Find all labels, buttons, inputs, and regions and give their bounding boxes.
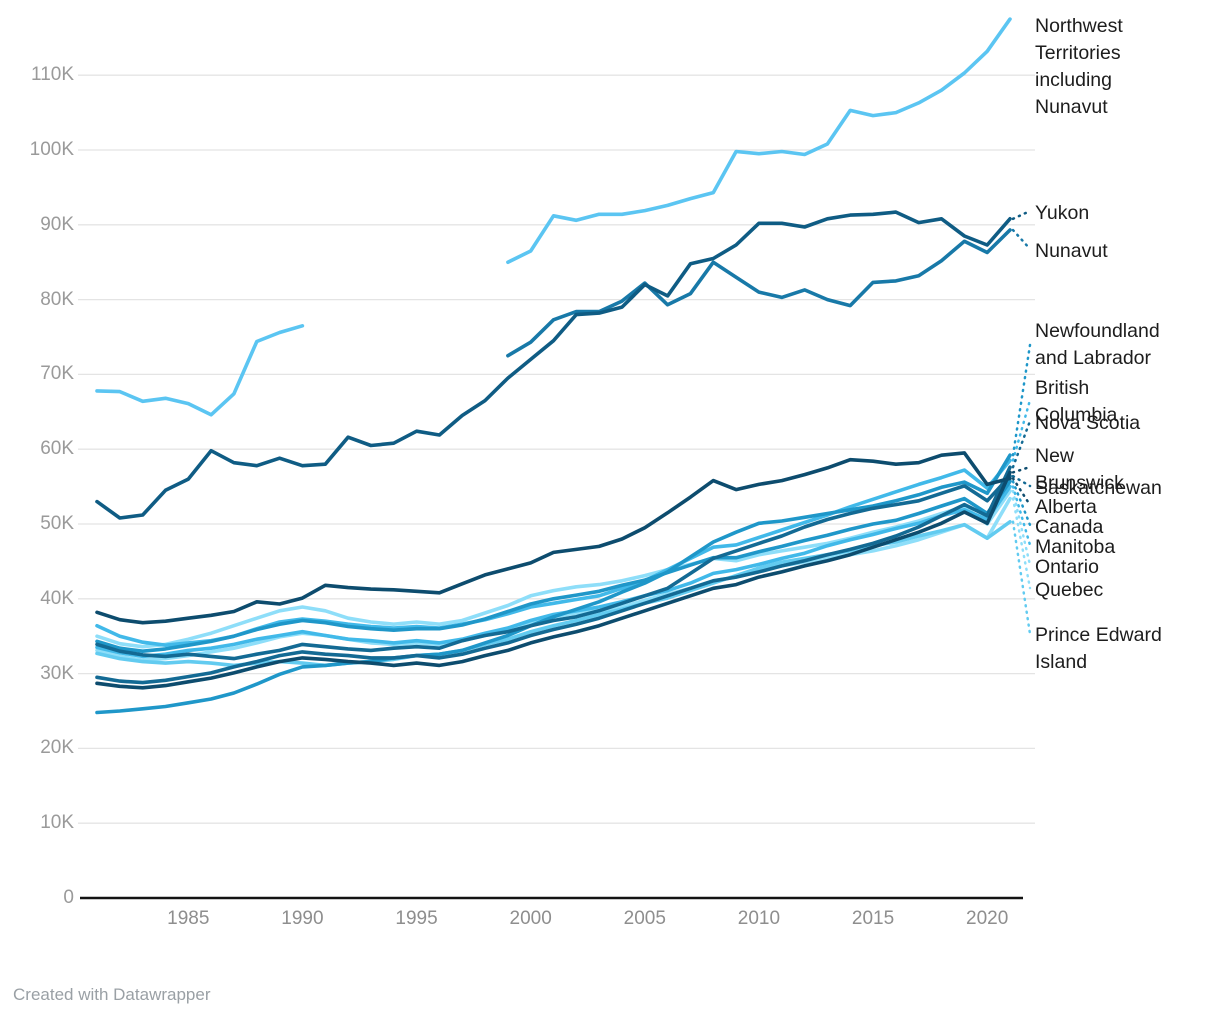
- line-new-brunswick: [95, 470, 1012, 690]
- line-saskatchewan: [95, 474, 1012, 661]
- line-northwest-territories-including-nunavut: [95, 17, 1012, 417]
- series-label-british-columbia: British Columbia: [1035, 377, 1118, 426]
- y-tick-70K: 70K: [40, 363, 74, 385]
- line-newfoundland-and-labrador: [95, 453, 1012, 715]
- series-label-new-brunswick: New Brunswick: [1035, 445, 1124, 494]
- series-label-manitoba: Manitoba: [1035, 536, 1116, 558]
- x-tick-2020: 2020: [966, 908, 1009, 929]
- x-tick-1985: 1985: [167, 908, 210, 929]
- leader-newfoundland-and-labrador: [1011, 343, 1032, 457]
- y-tick-80K: 80K: [40, 288, 74, 310]
- series-label-yukon: Yukon: [1035, 202, 1090, 224]
- line-nova-scotia: [95, 465, 1012, 685]
- y-tick-110K: 110K: [31, 64, 74, 86]
- y-tick-40K: 40K: [40, 587, 74, 609]
- leader-alberta: [1011, 477, 1032, 507]
- y-tick-10K: 10K: [40, 812, 74, 834]
- y-tick-0: 0: [63, 887, 74, 908]
- leader-british-columbia: [1011, 398, 1032, 462]
- series-label-quebec: Quebec: [1035, 579, 1104, 601]
- series-label-nova-scotia: Nova Scotia: [1035, 412, 1141, 434]
- x-tick-2015: 2015: [851, 908, 895, 929]
- y-tick-20K: 20K: [40, 737, 74, 759]
- y-tick-30K: 30K: [40, 662, 74, 684]
- leader-yukon: [1011, 209, 1032, 221]
- datawrapper-credit: Created with Datawrapper: [13, 985, 211, 1004]
- series-label-alberta: Alberta: [1035, 496, 1097, 518]
- series-label-canada: Canada: [1035, 516, 1104, 538]
- leader-prince-edward-island: [1011, 520, 1032, 636]
- line-ontario: [95, 489, 1012, 649]
- series-label-saskatchewan: Saskatchewan: [1035, 477, 1162, 499]
- y-tick-50K: 50K: [40, 513, 74, 534]
- leader-nunavut: [1011, 228, 1032, 251]
- y-tick-90K: 90K: [40, 213, 74, 235]
- line-yukon: [95, 210, 1012, 520]
- leader-nova-scotia: [1011, 419, 1032, 469]
- line-alberta: [95, 451, 1012, 625]
- leader-ontario: [1011, 489, 1032, 567]
- x-tick-2000: 2000: [509, 908, 552, 929]
- series-label-ontario: Ontario: [1035, 556, 1099, 578]
- line-manitoba: [95, 484, 1012, 659]
- x-tick-1995: 1995: [395, 908, 438, 929]
- series-label-northwest-territories: Northwest Territories including Nunavut: [1035, 15, 1123, 118]
- x-tick-2005: 2005: [623, 908, 666, 929]
- series-label-nunavut: Nunavut: [1035, 240, 1108, 262]
- leader-new-brunswick: [1011, 465, 1032, 474]
- x-tick-1990: 1990: [281, 908, 324, 929]
- y-tick-60K: 60K: [40, 438, 74, 460]
- line-nunavut: [506, 228, 1012, 358]
- leader-quebec: [1011, 497, 1032, 590]
- y-tick-100K: 100K: [29, 139, 74, 160]
- series-label-newfoundland-and-labrador: Newfoundland and Labrador: [1035, 320, 1160, 369]
- line-canada: [95, 479, 1012, 653]
- series-label-prince-edward-island: Prince Edward Island: [1035, 624, 1162, 673]
- leader-canada: [1011, 480, 1032, 527]
- x-tick-2010: 2010: [737, 908, 781, 929]
